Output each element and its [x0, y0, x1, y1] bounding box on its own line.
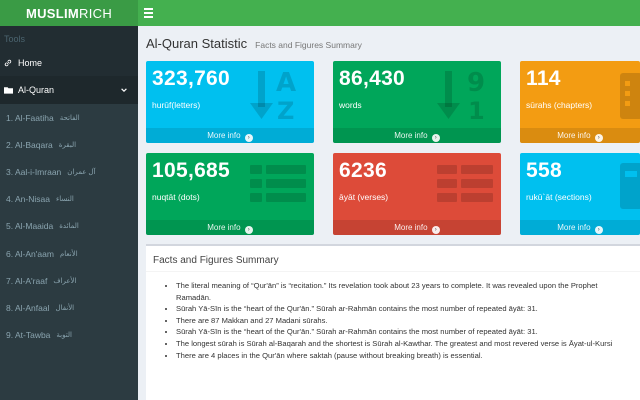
sidebar-item-al-quran-label: Al-Quran [18, 85, 55, 95]
more-info-link[interactable]: More info › [520, 128, 640, 143]
more-info-link[interactable]: More info › [333, 128, 501, 143]
stat-label: āyāt (verses) [339, 192, 389, 202]
stat-value: 558 [526, 159, 562, 182]
surah-arabic-name: الأنفال [55, 304, 75, 312]
more-info-link[interactable]: More info › [520, 220, 640, 235]
stat-value: 323,760 [152, 67, 231, 90]
arrow-circle-right-icon: › [431, 226, 440, 234]
page-header: Al-Quran Statistic Facts and Figures Sum… [138, 26, 640, 60]
surah-arabic-name: الأعراف [53, 277, 77, 285]
list-icon [250, 165, 306, 202]
surah-name: 9. At-Tawba [6, 330, 51, 341]
surah-arabic-name: النساء [55, 196, 74, 204]
stat-box-verses: 6236 āyāt (verses) More info › [333, 153, 501, 235]
surah-name: 7. Al-A'raaf [6, 275, 48, 286]
sidebar-surah-item[interactable]: 5. Al-Maaida المائدة [0, 213, 138, 240]
stat-value: 105,685 [152, 159, 231, 182]
svg-text:1: 1 [468, 97, 485, 123]
surah-name: 2. Al-Baqara [6, 139, 53, 150]
stat-label: nuqtāt (dots) [152, 192, 200, 202]
sidebar-surah-item[interactable]: 8. Al-Anfaal الأنفال [0, 294, 138, 321]
stat-box-words: 86,430 words 9 1 More info › [333, 61, 501, 143]
svg-text:A: A [276, 68, 296, 98]
stat-label: sūrahs (chapters) [526, 100, 593, 110]
sidebar-header: Tools [4, 34, 26, 44]
list-item: Sūrah Yā-Sīn is the “heart of the Qur'ān… [176, 303, 640, 315]
sidebar-item-home-label: Home [18, 58, 43, 68]
surah-arabic-name: آل عمران [67, 168, 96, 176]
sort-alpha-icon: A Z [250, 68, 296, 123]
stat-box-surahs: 114 sūrahs (chapters) More info › [520, 61, 640, 143]
surah-arabic-name: التوبة [56, 332, 72, 340]
more-info-link[interactable]: More info › [146, 220, 314, 235]
stat-box-letters: 323,760 hurūf(letters) A Z More info › [146, 61, 314, 143]
stat-box-sections: 558 rukū`āt (sections) More info › [520, 153, 640, 235]
stat-label: hurūf(letters) [152, 100, 201, 110]
surah-name: 3. Aal-i-Imraan [6, 166, 62, 177]
stat-label: rukū`āt (sections) [526, 192, 592, 202]
calculator-icon [620, 73, 640, 119]
surah-arabic-name: الفاتحة [59, 114, 80, 122]
stat-label: words [339, 100, 362, 110]
brand-light-text: RICH [79, 5, 113, 21]
sidebar-surah-item[interactable]: 2. Al-Baqara البقرة [0, 131, 138, 158]
surah-name: 4. An-Nisaa [6, 194, 50, 205]
surah-arabic-name: البقرة [58, 141, 77, 149]
list-item: The literal meaning of “Qur'ān” is “reci… [176, 280, 640, 303]
stat-value: 86,430 [339, 67, 406, 90]
chevron-down-icon [121, 88, 127, 93]
list-item: There are 4 places in the Qur'ān where s… [176, 350, 640, 362]
surah-arabic-name: المائدة [59, 223, 79, 231]
surah-name: 8. Al-Anfaal [6, 302, 50, 313]
sidebar-surah-item[interactable]: 1. Al-Faatiha الفاتحة [0, 104, 138, 131]
link-icon [4, 59, 18, 67]
sidebar: Tools Home Al-Quran 1. Al-Faatiha الفاتحة… [0, 26, 138, 400]
sidebar-item-al-quran[interactable]: Al-Quran [0, 76, 138, 104]
page-subtitle: Facts and Figures Summary [255, 40, 362, 50]
brand-bold-text: MUSLIM [25, 5, 80, 21]
sidebar-toggle-icon[interactable] [144, 6, 158, 20]
stat-value: 114 [526, 67, 561, 90]
main-content: Al-Quran Statistic Facts and Figures Sum… [138, 26, 640, 400]
surah-name: 5. Al-Maaida [6, 221, 54, 232]
table-icon [437, 165, 493, 202]
stat-value: 6236 [339, 159, 387, 182]
arrow-circle-right-icon: › [594, 226, 603, 234]
svg-text:9: 9 [467, 68, 485, 98]
svg-text:Z: Z [277, 97, 294, 123]
arrow-circle-right-icon: › [244, 226, 253, 234]
stat-box-dots: 105,685 nuqtāt (dots) More info › [146, 153, 314, 235]
folder-icon [4, 86, 18, 94]
facts-list: The literal meaning of “Qur'ān” is “reci… [146, 272, 640, 361]
arrow-circle-right-icon: › [244, 134, 253, 142]
facts-title: Facts and Figures Summary [146, 246, 640, 272]
sidebar-surah-item[interactable]: 6. Al-An'aam الأنعام [0, 240, 138, 267]
more-info-link[interactable]: More info › [333, 220, 501, 235]
page-title: Al-Quran Statistic [146, 36, 248, 51]
navbar [138, 0, 640, 26]
list-item: The longest sūrah is Sūrah al-Baqarah an… [176, 338, 640, 350]
top-bar: MUSLIM RICH [0, 0, 640, 26]
surah-name: 1. Al-Faatiha [6, 112, 54, 123]
facts-box: Facts and Figures Summary The literal me… [146, 244, 640, 400]
more-info-link[interactable]: More info › [146, 128, 314, 143]
surah-list: 1. Al-Faatiha الفاتحة 2. Al-Baqara البقرة 3.… [0, 104, 138, 400]
arrow-circle-right-icon: › [431, 134, 440, 142]
surah-name: 6. Al-An'aam [6, 248, 54, 259]
sort-numeric-icon: 9 1 [437, 68, 485, 123]
calculator-icon [620, 163, 640, 209]
list-item: There are 87 Makkan and 27 Madani sūrahs… [176, 315, 640, 327]
sidebar-surah-item[interactable]: 4. An-Nisaa النساء [0, 186, 138, 213]
sidebar-surah-item[interactable]: 9. At-Tawba التوبة [0, 322, 138, 349]
list-item: Sūrah Yā-Sīn is the “heart of the Qur'ān… [176, 326, 640, 338]
sidebar-surah-item[interactable]: 7. Al-A'raaf الأعراف [0, 267, 138, 294]
sidebar-item-home[interactable]: Home [0, 50, 138, 76]
brand-logo[interactable]: MUSLIM RICH [0, 0, 138, 26]
surah-arabic-name: الأنعام [59, 250, 78, 258]
sidebar-surah-item[interactable]: 3. Aal-i-Imraan آل عمران [0, 158, 138, 185]
arrow-circle-right-icon: › [594, 134, 603, 142]
